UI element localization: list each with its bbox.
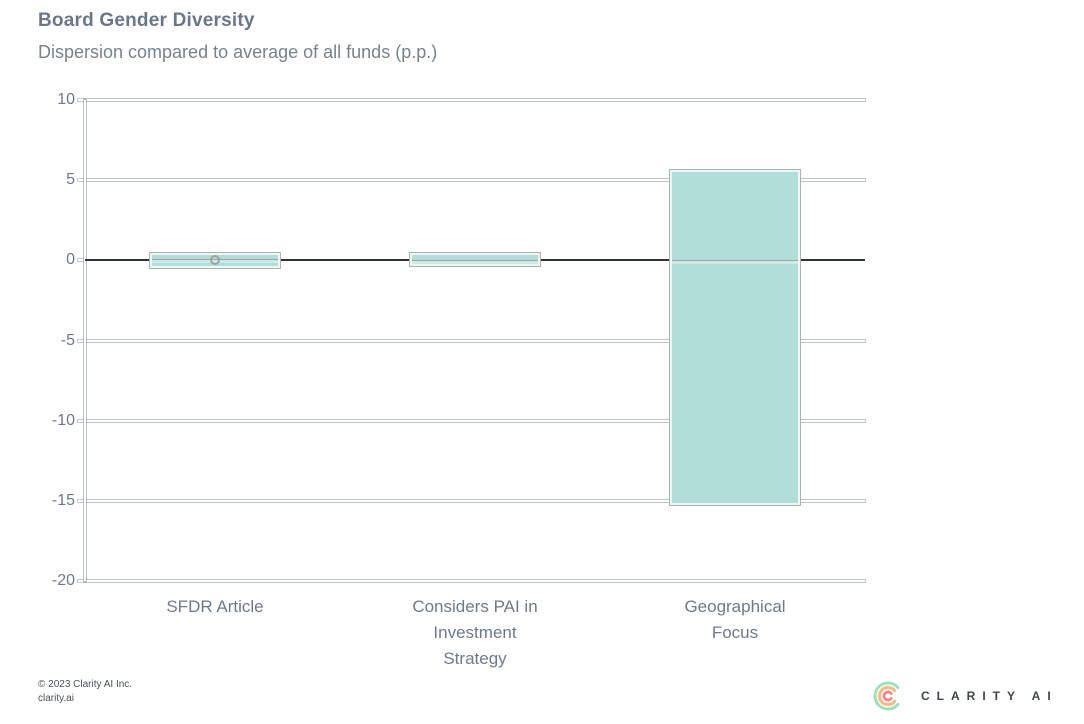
y-axis-label--15: -15 xyxy=(51,491,75,509)
y-tick-10 xyxy=(78,99,85,101)
y-tick-5 xyxy=(78,179,85,182)
y-axis-label--20: -20 xyxy=(51,572,75,589)
box-3 xyxy=(669,168,801,506)
y-tick--5 xyxy=(78,339,85,342)
gridline--10 xyxy=(85,419,865,422)
clarity-logo-text: CLARITY AI xyxy=(921,689,1058,703)
median-line-3 xyxy=(672,259,798,264)
outlier-marker-1 xyxy=(210,255,220,266)
y-axis-label--5: -5 xyxy=(60,331,75,349)
y-axis-label-10: 10 xyxy=(57,91,75,108)
y-axis-line xyxy=(84,100,86,581)
y-tick-0 xyxy=(78,259,85,262)
x-axis-label-1: SFDR Article xyxy=(166,597,264,616)
y-tick--15 xyxy=(78,499,85,502)
gridline-10 xyxy=(85,99,865,101)
box-2 xyxy=(409,252,541,267)
y-axis-label-0: 0 xyxy=(66,251,75,269)
x-axis-label-2: Considers PAI in Investment Strategy xyxy=(412,597,538,668)
y-axis-label-5: 5 xyxy=(66,171,75,189)
chart-subtitle: Dispersion compared to average of all fu… xyxy=(38,42,438,62)
y-tick--20 xyxy=(78,580,85,582)
gridline--20 xyxy=(85,580,865,582)
gridline--15 xyxy=(85,499,865,502)
y-axis-label--10: -10 xyxy=(51,411,75,429)
gridline--5 xyxy=(85,339,865,342)
plot-area: 10 5 0 -5 -10 -15 -20 SFDR Article Considers PAI… xyxy=(52,91,865,668)
x-axis-label-3: Geographical Focus xyxy=(684,597,786,642)
footer-copyright: © 2023 Clarity AI Inc. clarity.ai xyxy=(38,679,133,704)
chart-title: Board Gender Diversity xyxy=(38,10,255,31)
y-tick--10 xyxy=(78,419,85,422)
gridline-5 xyxy=(85,179,865,182)
clarity-logo-icon xyxy=(873,681,900,711)
median-line-2 xyxy=(412,259,538,264)
clarity-logo: CLARITY AI xyxy=(868,676,1058,716)
